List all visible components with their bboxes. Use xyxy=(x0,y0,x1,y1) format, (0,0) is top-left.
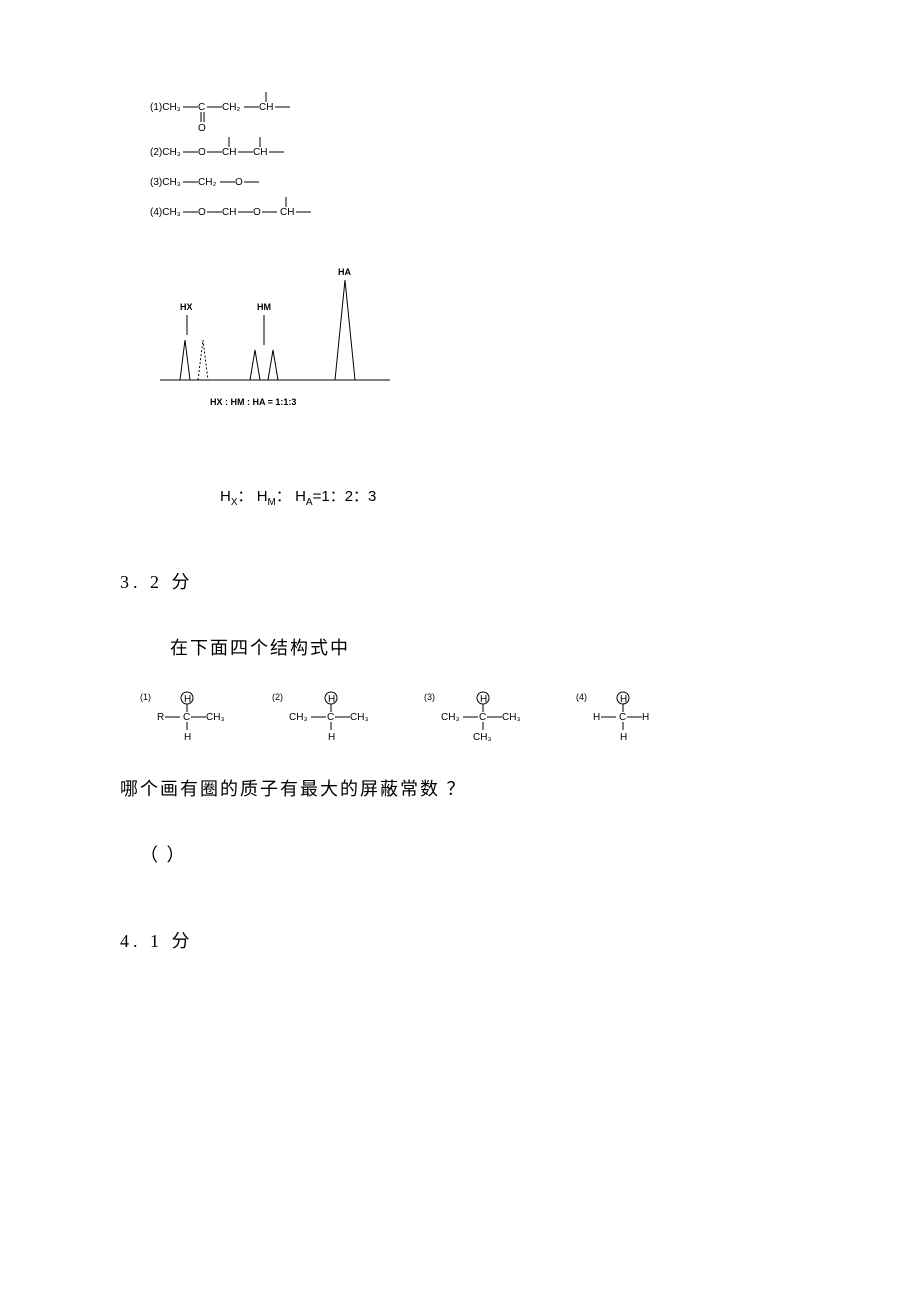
svg-text:(1)CH₃: (1)CH₃ xyxy=(150,102,181,113)
structure-2-label: (2) xyxy=(272,692,283,702)
svg-text:CH: CH xyxy=(259,102,273,113)
ratio-hx-sub: X xyxy=(231,497,238,508)
svg-text:CH₂: CH₂ xyxy=(198,177,216,188)
spectrum-caption: HX : HM : HA = 1:1:3 xyxy=(210,397,296,407)
svg-text:R: R xyxy=(157,712,164,723)
ratio-line: HX： HM： HA=1：2：3 xyxy=(220,485,800,508)
structure-3-label: (3) xyxy=(424,692,435,702)
svg-text:C: C xyxy=(479,712,486,723)
figure-1-formulas: (1)CH₃ C O CH₂ CH (2)CH₃ O CH CH (3)CH₃ xyxy=(150,80,800,425)
svg-text:H: H xyxy=(620,694,627,705)
spectrum-svg: HX HM HA HX : HM : HA = 1:1:3 xyxy=(150,260,410,420)
ratio-sep1: ： xyxy=(238,488,253,505)
structure-2: (2) H CH₃ C CH₃ H xyxy=(272,690,379,745)
ratio-ha-sub: A xyxy=(306,497,313,508)
svg-text:O: O xyxy=(235,177,243,188)
svg-text:C: C xyxy=(619,712,626,723)
ratio-hm-h: H xyxy=(257,488,268,505)
svg-text:O: O xyxy=(198,207,206,218)
svg-text:(3)CH₃: (3)CH₃ xyxy=(150,177,181,188)
structure-2-svg: H CH₃ C CH₃ H xyxy=(289,690,379,745)
svg-text:H: H xyxy=(642,712,649,723)
svg-text:H: H xyxy=(328,732,335,743)
q3-structures-row: (1) H R C CH₃ H (2) H CH₃ xyxy=(140,690,800,745)
ratio-ha-h: H xyxy=(295,488,306,505)
q3-heading: 3. 2 分 xyxy=(120,568,800,594)
svg-text:CH₃: CH₃ xyxy=(502,712,521,723)
svg-text:H: H xyxy=(184,694,191,705)
q3-intro: 在下面四个结构式中 xyxy=(170,634,800,660)
svg-text:CH₃: CH₃ xyxy=(206,712,225,723)
structure-3-svg: H CH₃ C CH₃ CH₃ xyxy=(441,690,531,745)
svg-text:O: O xyxy=(198,147,206,158)
structure-1-svg: H R C CH₃ H xyxy=(157,690,227,745)
structure-1-label: (1) xyxy=(140,692,151,702)
svg-text:(4)CH₃: (4)CH₃ xyxy=(150,207,181,218)
svg-text:O: O xyxy=(253,207,261,218)
ratio-hm-sub: M xyxy=(268,497,276,508)
ratio-eq: =1：2：3 xyxy=(313,488,377,505)
svg-text:(2)CH₃: (2)CH₃ xyxy=(150,147,181,158)
q3-question: 哪个画有圈的质子有最大的屏蔽常数 ？ xyxy=(120,775,800,801)
q4-heading: 4. 1 分 xyxy=(120,927,800,953)
svg-text:CH: CH xyxy=(222,207,236,218)
svg-text:C: C xyxy=(327,712,334,723)
spectrum-figure: HX HM HA HX : HM : HA = 1:1:3 xyxy=(150,260,800,425)
svg-text:CH₃: CH₃ xyxy=(473,732,492,743)
svg-text:H: H xyxy=(184,732,191,743)
ratio-hx-h: H xyxy=(220,488,231,505)
svg-text:CH: CH xyxy=(280,207,294,218)
svg-text:CH: CH xyxy=(222,147,236,158)
spectrum-label-hx: HX xyxy=(180,302,193,312)
ratio-sep2: ： xyxy=(276,488,291,505)
svg-text:H: H xyxy=(620,732,627,743)
q3-answer-blank: （ ） xyxy=(140,841,800,867)
structure-1: (1) H R C CH₃ H xyxy=(140,690,227,745)
svg-text:CH₃: CH₃ xyxy=(289,712,308,723)
structure-4-svg: H H C H H xyxy=(593,690,663,745)
svg-text:CH₃: CH₃ xyxy=(350,712,369,723)
svg-text:H: H xyxy=(593,712,600,723)
svg-text:CH₂: CH₂ xyxy=(222,102,240,113)
svg-text:CH₃: CH₃ xyxy=(441,712,460,723)
structure-4-label: (4) xyxy=(576,692,587,702)
svg-text:O: O xyxy=(198,123,206,134)
svg-text:C: C xyxy=(198,102,205,113)
spectrum-label-ha: HA xyxy=(338,267,351,277)
svg-text:H: H xyxy=(480,694,487,705)
formula-list-svg: (1)CH₃ C O CH₂ CH (2)CH₃ O CH CH (3)CH₃ xyxy=(150,80,410,230)
structure-3: (3) H CH₃ C CH₃ CH₃ xyxy=(424,690,531,745)
svg-text:H: H xyxy=(328,694,335,705)
svg-text:C: C xyxy=(183,712,190,723)
spectrum-label-hm: HM xyxy=(257,302,271,312)
structure-4: (4) H H C H H xyxy=(576,690,663,745)
svg-text:CH: CH xyxy=(253,147,267,158)
